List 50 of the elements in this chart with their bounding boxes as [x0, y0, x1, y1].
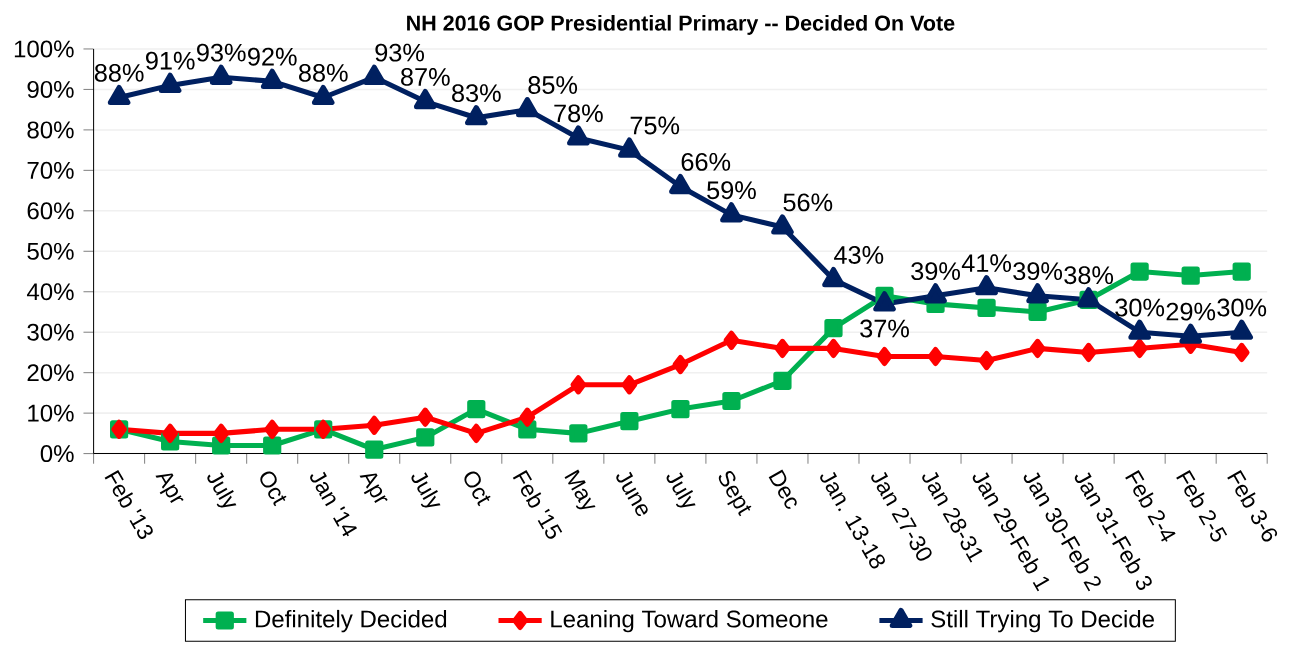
data-label: 93% [375, 43, 424, 62]
x-tick-label: Jan '14 [310, 471, 358, 537]
y-tick-label: 100% [14, 40, 74, 58]
data-label: 29% [1166, 302, 1216, 321]
x-tick-label: Feb 2-5 [1176, 469, 1228, 542]
data-label: 38% [1064, 266, 1114, 285]
y-tick-label: 0% [40, 445, 74, 463]
data-label: 91% [146, 51, 195, 70]
x-tick-label: Oct [464, 471, 491, 507]
data-label: 87% [401, 67, 450, 86]
x-tick-label: Feb '15 [512, 469, 563, 539]
y-tick-label: 90% [27, 80, 74, 98]
data-label: 83% [452, 84, 501, 103]
y-tick-label: 20% [27, 364, 74, 382]
x-tick-label: Apr [155, 473, 184, 503]
y-tick-label: 80% [27, 121, 74, 139]
chart-title: NH 2016 GOP Presidential Primary -- Decided On Vote [407, 14, 955, 35]
data-label: 59% [707, 181, 756, 200]
data-label: 75% [630, 116, 680, 135]
data-label: 92% [248, 47, 297, 66]
x-tick-label: July [666, 472, 696, 508]
x-tick-label: Feb 3-6 [1227, 469, 1278, 542]
y-tick-label: 50% [27, 242, 74, 260]
legend-label: Still Trying To Decide [931, 609, 1154, 633]
y-tick-label: 60% [27, 202, 74, 220]
y-tick-label: 30% [27, 323, 74, 341]
data-label: 85% [528, 76, 578, 94]
y-tick-label: 10% [28, 404, 74, 422]
data-label: 37% [860, 319, 909, 338]
y-tick-label: 40% [26, 283, 74, 301]
data-label: 39% [911, 262, 960, 281]
legend-label: Definitely Decided [255, 609, 447, 633]
data-label: 88% [94, 63, 144, 82]
legend-label: Leaning Toward Someone [551, 609, 828, 633]
data-label: 93% [197, 43, 246, 62]
data-label: 30% [1115, 298, 1165, 317]
x-tick-label: Feb '13 [104, 469, 153, 539]
x-tick-label: July [411, 472, 441, 508]
data-label: 39% [1013, 262, 1063, 281]
data-label: 43% [834, 246, 884, 264]
data-label: 30% [1217, 298, 1267, 317]
data-label: 78% [554, 104, 603, 123]
data-label: 66% [681, 152, 731, 171]
x-tick-label: July [207, 472, 237, 508]
data-label: 88% [299, 63, 348, 82]
x-tick-label: Oct [260, 471, 287, 507]
data-label: 41% [961, 254, 1012, 273]
data-label: 56% [783, 193, 833, 212]
x-tick-label: Apr [359, 473, 388, 503]
y-tick-label: 70% [27, 161, 74, 179]
